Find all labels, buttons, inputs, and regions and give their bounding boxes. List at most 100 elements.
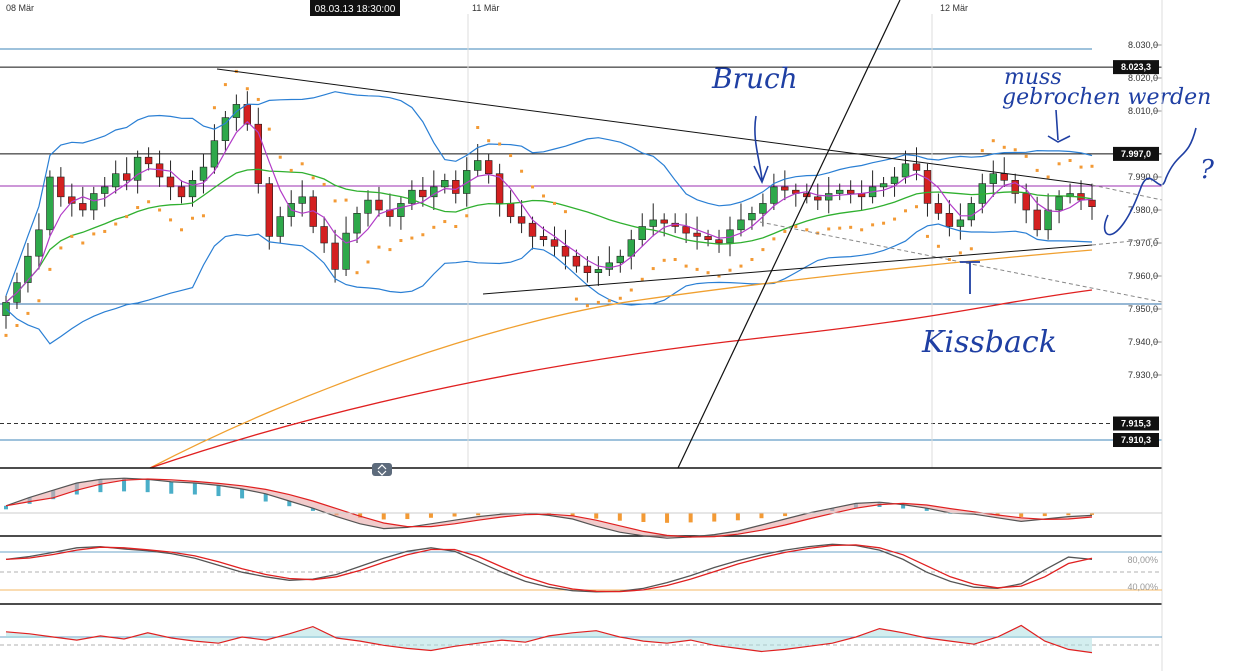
candle-down bbox=[1011, 180, 1019, 194]
parabolic-sar-dot bbox=[421, 233, 425, 237]
macd-panel bbox=[0, 477, 1162, 539]
parabolic-sar-dot bbox=[673, 258, 677, 261]
annotation-gebrochen-werden: gebrochen werden bbox=[1002, 85, 1211, 110]
candle-down bbox=[528, 222, 537, 237]
parabolic-sar-dot bbox=[333, 199, 337, 203]
parabolic-sar-dot bbox=[893, 217, 897, 221]
candle-down bbox=[715, 239, 723, 244]
macd-histogram-bar bbox=[381, 513, 386, 520]
candle-up bbox=[473, 160, 482, 171]
candle-down bbox=[583, 265, 592, 274]
candle-up bbox=[616, 255, 625, 264]
annotation-muss: muss bbox=[1004, 65, 1062, 90]
candle-down bbox=[934, 203, 943, 214]
parabolic-sar-dot bbox=[201, 214, 205, 218]
parabolic-sar-dot bbox=[1035, 168, 1039, 172]
parabolic-sar-dot bbox=[542, 194, 546, 198]
parabolic-sar-dot bbox=[871, 223, 875, 227]
candle-down bbox=[166, 176, 175, 188]
descending-trendline bbox=[216, 68, 1093, 186]
macd-histogram-bar bbox=[452, 513, 457, 517]
parabolic-sar-dot bbox=[92, 232, 96, 236]
parabolic-sar-dot bbox=[717, 274, 721, 278]
candle-down bbox=[814, 196, 822, 201]
candle-down bbox=[1022, 193, 1030, 211]
ascending-trendline bbox=[482, 244, 1093, 295]
macd-histogram-bar bbox=[665, 513, 670, 523]
parabolic-sar-dot bbox=[136, 206, 140, 210]
parabolic-sar-dot bbox=[180, 228, 184, 232]
candle-down bbox=[452, 180, 460, 194]
ascending-trendline-extension bbox=[1091, 237, 1163, 246]
parabolic-sar-dot bbox=[278, 155, 282, 159]
candle-down bbox=[923, 170, 932, 204]
panel-resize-handle[interactable] bbox=[372, 463, 392, 476]
parabolic-sar-dot bbox=[838, 226, 842, 230]
bollinger-lower bbox=[5, 223, 1093, 345]
parabolic-sar-dot bbox=[432, 225, 436, 229]
macd-histogram-bar bbox=[98, 479, 103, 493]
candle-down bbox=[144, 156, 153, 165]
macd-histogram-bar bbox=[192, 483, 197, 495]
parabolic-sar-dot bbox=[936, 244, 940, 248]
candle-up bbox=[989, 173, 998, 184]
candle-up bbox=[298, 196, 306, 204]
parabolic-sar-dot bbox=[1057, 162, 1061, 166]
parabolic-sar-dot bbox=[860, 228, 864, 232]
resize-arrows-icon bbox=[377, 464, 387, 476]
candle-up bbox=[759, 203, 767, 214]
macd-histogram-bar bbox=[688, 513, 693, 523]
parabolic-sar-dot bbox=[125, 215, 129, 219]
candle-down bbox=[79, 203, 87, 211]
parabolic-sar-dot bbox=[520, 169, 524, 173]
parabolic-sar-dot bbox=[1079, 165, 1083, 169]
parabolic-sar-dot bbox=[640, 277, 644, 281]
candle-up bbox=[397, 203, 405, 217]
macd-histogram-bar bbox=[169, 481, 174, 494]
candle-down bbox=[704, 236, 712, 240]
arrow-kissback bbox=[960, 261, 980, 294]
macd-histogram-bar bbox=[995, 513, 1000, 516]
parabolic-sar-dot bbox=[223, 83, 227, 87]
price-marker-label: 8.023,3 bbox=[1121, 62, 1151, 72]
macd-histogram-bar bbox=[240, 489, 245, 499]
candle-down bbox=[320, 226, 328, 244]
parabolic-sar-dot bbox=[805, 228, 809, 232]
macd-histogram-bar bbox=[405, 513, 410, 520]
y-tick-label: 7.960,0 bbox=[1128, 271, 1158, 281]
parabolic-sar-dot bbox=[563, 210, 567, 214]
parabolic-sar-dot bbox=[410, 236, 414, 240]
parabolic-sar-dot bbox=[980, 149, 984, 153]
parabolic-sar-dot bbox=[289, 168, 293, 172]
parabolic-sar-dot bbox=[991, 139, 995, 143]
macd-histogram-bar bbox=[4, 505, 8, 510]
candle-up bbox=[101, 186, 109, 194]
candle-down bbox=[375, 199, 383, 211]
arrow-muss bbox=[1047, 109, 1071, 143]
parabolic-sar-dot bbox=[1090, 164, 1094, 168]
parabolic-sar-dot bbox=[377, 245, 381, 249]
macd-histogram-bar bbox=[122, 478, 127, 492]
macd-histogram-bar bbox=[263, 493, 268, 502]
macd-histogram-bar bbox=[594, 513, 599, 519]
annotation-bruch: Bruch bbox=[711, 62, 798, 95]
candle-up bbox=[35, 229, 43, 257]
candle-down bbox=[57, 176, 65, 198]
parabolic-sar-dot bbox=[15, 324, 19, 327]
macd-histogram-bar bbox=[145, 479, 150, 493]
parabolic-sar-dot bbox=[322, 182, 326, 186]
macd-histogram-bar bbox=[735, 513, 740, 521]
parabolic-sar-dot bbox=[300, 162, 304, 166]
parabolic-sar-dot bbox=[783, 229, 787, 233]
parabolic-sar-dot bbox=[1013, 148, 1017, 152]
candle-down bbox=[693, 232, 701, 237]
parabolic-sar-dot bbox=[629, 288, 633, 292]
macd-histogram-bar bbox=[428, 513, 433, 518]
candle-down bbox=[846, 189, 855, 194]
parabolic-sar-dot bbox=[947, 258, 951, 261]
parabolic-sar-dot bbox=[256, 97, 260, 101]
price-marker-label: 7.910,3 bbox=[1121, 435, 1151, 445]
